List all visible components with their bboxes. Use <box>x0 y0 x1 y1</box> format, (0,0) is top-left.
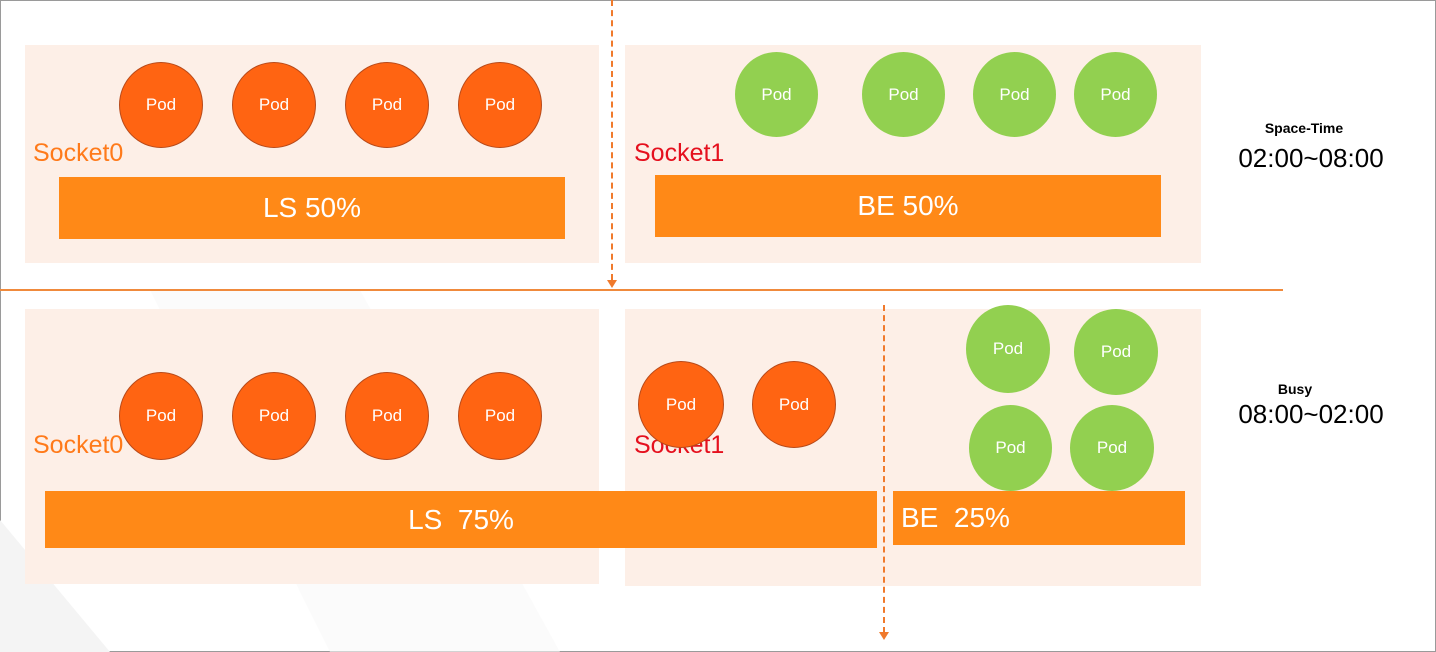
top-period-time: 02:00~08:00 <box>1238 143 1384 173</box>
bottom-divider-dashed-line <box>883 305 885 633</box>
period-separator-line <box>0 289 1283 291</box>
top-divider-arrowhead-icon <box>607 280 617 288</box>
bottom-be-pod: Pod <box>969 405 1052 491</box>
bottom-be-pod: Pod <box>1070 405 1154 491</box>
top-socket0-label: Socket0 <box>33 139 124 167</box>
top-socket1-label: Socket1 <box>634 139 725 167</box>
top-be-pod: Pod <box>973 52 1056 137</box>
bottom-divider-arrowhead-icon <box>879 632 889 640</box>
top-ls-pod: Pod <box>232 62 316 148</box>
bottom-be-pod: Pod <box>966 305 1050 393</box>
top-be-bar: BE 50% <box>655 175 1161 237</box>
bottom-period-title: Busy <box>1277 381 1313 397</box>
top-divider-dashed-line <box>611 0 613 280</box>
top-ls-pod: Pod <box>458 62 542 148</box>
bottom-ls-pod: Pod <box>119 372 203 460</box>
top-period-title: Space-Time <box>1264 120 1344 136</box>
bottom-be-pod: Pod <box>1074 309 1158 395</box>
top-be-pod: Pod <box>1074 52 1157 137</box>
bottom-socket0-label: Socket0 <box>33 431 124 459</box>
bottom-ls-pod: Pod <box>345 372 429 460</box>
top-ls-bar: LS 50% <box>59 177 565 239</box>
top-ls-pod: Pod <box>345 62 429 148</box>
top-be-pod: Pod <box>862 52 945 137</box>
bottom-ls-pod: Pod <box>638 361 724 448</box>
bottom-ls-bar: LS 75% <box>45 491 877 548</box>
bottom-ls-pod: Pod <box>752 361 836 448</box>
bottom-period-time: 08:00~02:00 <box>1238 399 1384 429</box>
bottom-ls-pod: Pod <box>458 372 542 460</box>
top-ls-pod: Pod <box>119 62 203 148</box>
bottom-ls-pod: Pod <box>232 372 316 460</box>
top-be-pod: Pod <box>735 52 818 137</box>
bottom-be-bar: BE 25% <box>893 491 1185 545</box>
